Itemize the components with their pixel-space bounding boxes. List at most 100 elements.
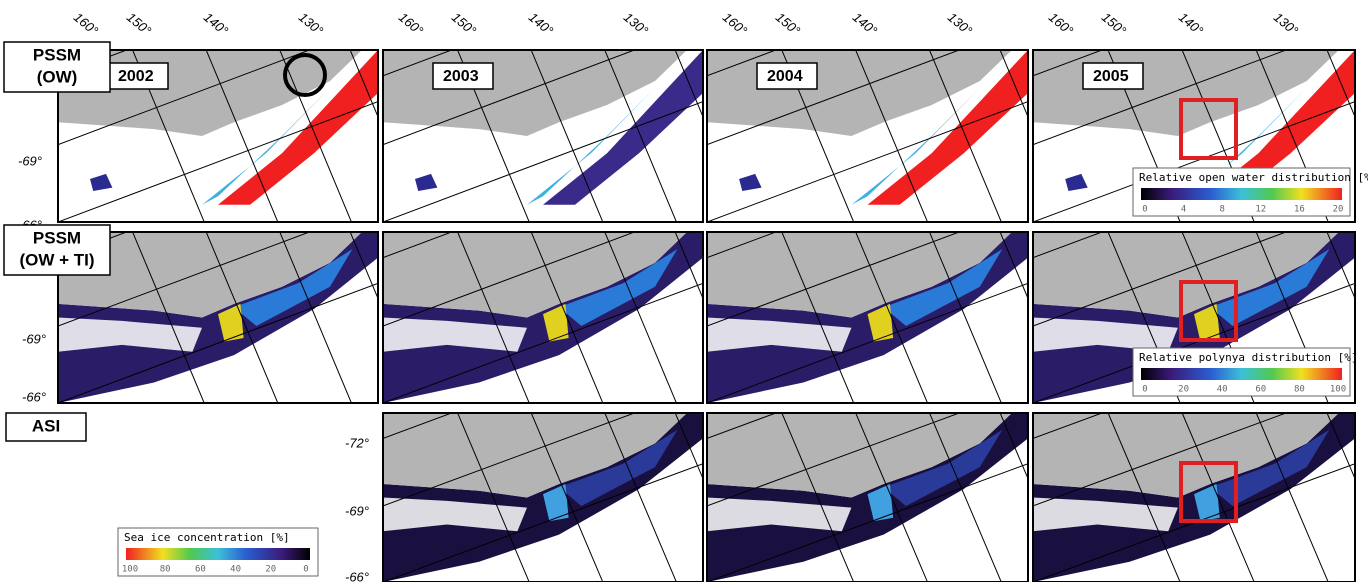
parallel [58, 282, 378, 403]
parallel [1033, 413, 1104, 439]
open-patch [383, 317, 527, 352]
polynya-core [867, 483, 894, 522]
colorbar-tick: 8 [1219, 205, 1224, 215]
sea-ice-field [383, 232, 703, 403]
latitude-label: -66° [345, 569, 369, 582]
panel-border [382, 49, 704, 223]
polynya-core [1194, 483, 1220, 522]
colorbar-tick: 80 [160, 565, 171, 575]
highlight-circle [283, 53, 327, 97]
colorbar-tick: 100 [1330, 385, 1346, 395]
meridian [604, 232, 677, 403]
open-patch [383, 497, 527, 532]
colorbar-tick: 20 [1333, 205, 1344, 215]
meridian [674, 50, 703, 119]
meridian [1326, 232, 1355, 300]
open-patch [1033, 497, 1178, 532]
map-panel [58, 50, 378, 222]
meridian [928, 50, 1002, 222]
row-label: ASI [32, 416, 60, 435]
sea-ice-field [1033, 232, 1355, 403]
longitude-label: 140° [201, 9, 231, 38]
polynya-core [1194, 303, 1220, 342]
parallel [383, 413, 636, 507]
open-patch [1033, 317, 1178, 352]
meridian [928, 413, 1002, 582]
polynya [234, 249, 353, 327]
meridian [205, 232, 279, 403]
meridian [457, 413, 530, 582]
colorbar-tick: 80 [1294, 385, 1305, 395]
colorbar-tick: 12 [1255, 205, 1266, 215]
sea-ice-field [383, 413, 703, 582]
colorbar-tick: 20 [1178, 385, 1189, 395]
year-box [756, 62, 818, 90]
parallel [383, 463, 703, 582]
year-box [432, 62, 494, 90]
panel-border [382, 231, 704, 404]
year-label: 2003 [443, 68, 479, 85]
meridian [1255, 413, 1329, 582]
highlight-box [1179, 280, 1238, 342]
row-label: (OW) [37, 67, 78, 86]
year-label: 2002 [118, 68, 154, 85]
longitude-label: 130° [296, 9, 326, 38]
meridian [132, 232, 205, 403]
open-patch [58, 317, 202, 352]
meridian [999, 232, 1028, 300]
longitude-label: 150° [773, 9, 803, 38]
longitude-label: 140° [526, 9, 556, 38]
parallel [383, 413, 454, 439]
sea-ice-field [58, 232, 378, 403]
colorbar-tick: 60 [195, 565, 206, 575]
polynya [559, 249, 678, 327]
longitude-label: 150° [1099, 9, 1129, 38]
highlight-box [1179, 98, 1238, 160]
row-label-box [3, 41, 111, 93]
meridian [279, 232, 352, 403]
longitude-label: 150° [449, 9, 479, 38]
open-spot [1065, 173, 1088, 192]
polynya-core [543, 303, 569, 342]
latitude-label: -69° [22, 331, 46, 346]
parallel [1033, 50, 1104, 77]
map-panel [383, 50, 703, 222]
colorbar-tick: 16 [1294, 205, 1305, 215]
meridian [530, 232, 604, 403]
highlight-box [1179, 461, 1238, 523]
parallel [1033, 101, 1355, 222]
longitude-label: 160° [396, 9, 426, 38]
row-label-box [3, 224, 111, 276]
parallel [707, 282, 1028, 403]
meridian [1326, 413, 1355, 480]
longitude-label: 130° [621, 9, 651, 38]
open-patch [707, 317, 852, 352]
parallel [383, 232, 636, 327]
parallel [1033, 50, 1288, 146]
longitude-label: 130° [945, 9, 975, 38]
panel-border [1032, 231, 1356, 404]
meridian [205, 50, 279, 222]
open-spot [90, 173, 113, 192]
map-panel [707, 413, 1028, 582]
row-label: (OW + TI) [19, 250, 94, 269]
year-label: 2005 [1093, 68, 1129, 85]
colorbar-ramp [1141, 368, 1342, 380]
parallel [707, 413, 778, 439]
meridian [349, 232, 378, 300]
colorbar-tick: 4 [1181, 205, 1186, 215]
latitude-label: -69° [345, 503, 369, 518]
longitude-label: 130° [1271, 9, 1301, 38]
colorbar-title: Relative open water distribution [%] [1139, 171, 1368, 184]
map-panel [383, 413, 703, 582]
meridian [674, 232, 703, 300]
parallel [383, 50, 636, 146]
parallel [707, 50, 778, 77]
polynya [883, 429, 1003, 506]
colorbar-ramp [126, 548, 310, 560]
colorbar-tick: 20 [265, 565, 276, 575]
meridian [999, 50, 1028, 119]
parallel [383, 101, 703, 222]
meridian [855, 232, 929, 403]
meridian [781, 413, 855, 582]
